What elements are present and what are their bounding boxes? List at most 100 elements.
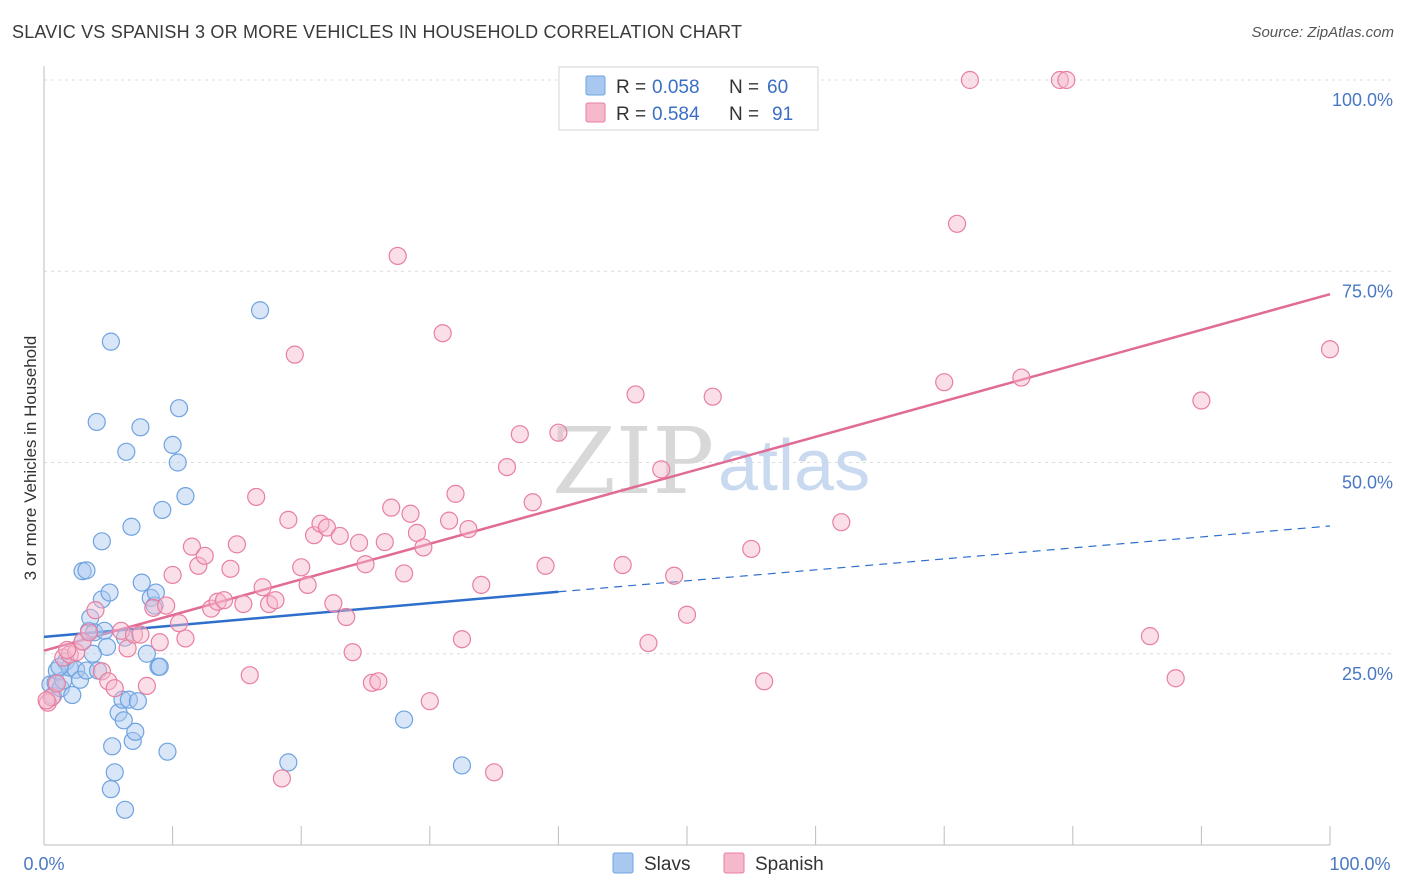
y-tick-label: 50.0% <box>1342 473 1393 493</box>
legend-r-value-spanish: 0.584 <box>652 104 700 125</box>
point-spanish <box>401 504 420 523</box>
point-slavs <box>169 399 189 418</box>
point-spanish <box>947 214 967 233</box>
point-spanish <box>510 425 529 444</box>
point-slavs <box>132 573 151 592</box>
point-spanish <box>1192 391 1211 410</box>
point-spanish <box>234 594 253 614</box>
point-spanish <box>665 566 684 585</box>
point-spanish <box>549 423 568 442</box>
point-slavs <box>452 756 472 775</box>
point-slavs <box>117 442 136 461</box>
point-spanish <box>272 769 292 788</box>
point-spanish <box>1140 627 1160 646</box>
point-spanish <box>208 592 227 611</box>
point-slavs <box>103 737 122 756</box>
bottom-legend-label-spanish: Spanish <box>755 854 824 875</box>
point-spanish <box>652 460 671 479</box>
source-label: Source: ZipAtlas.com <box>1251 24 1394 41</box>
point-slavs <box>101 780 120 799</box>
bottom-legend-label-slavs: Slavs <box>644 854 690 875</box>
point-spanish <box>446 484 465 503</box>
point-spanish <box>497 457 517 477</box>
watermark-atlas: atlas <box>718 426 870 506</box>
point-slavs <box>77 561 96 580</box>
point-slavs <box>128 692 147 711</box>
legend-n-value-spanish: 91 <box>772 104 793 125</box>
point-spanish <box>99 672 118 691</box>
legend-r-value-slavs: 0.058 <box>652 77 700 98</box>
bottom-legend-swatch-spanish <box>723 852 745 874</box>
trend-line-extension-slavs <box>558 525 1331 593</box>
bottom-legend-swatch-slavs <box>612 852 634 874</box>
point-spanish <box>163 565 182 585</box>
point-slavs <box>87 412 106 432</box>
top-legend: R = 0.058 N = 60 R = 0.584 N = 91 <box>558 66 819 131</box>
point-slavs <box>168 453 187 472</box>
point-spanish <box>202 599 221 618</box>
legend-n-label-spanish: N = <box>729 104 759 125</box>
point-spanish <box>536 556 555 575</box>
point-spanish <box>298 575 317 595</box>
point-spanish <box>247 487 266 507</box>
point-spanish <box>37 691 56 710</box>
point-slavs <box>92 532 111 551</box>
point-slavs <box>100 583 119 602</box>
point-spanish <box>356 555 375 574</box>
point-spanish <box>214 591 234 610</box>
point-spanish <box>420 692 439 711</box>
legend-swatch-spanish <box>585 102 606 123</box>
point-slavs <box>105 763 124 782</box>
point-spanish <box>677 605 697 624</box>
point-spanish <box>182 537 201 556</box>
point-spanish <box>382 498 401 517</box>
point-spanish <box>330 526 349 546</box>
point-spanish <box>343 643 362 662</box>
point-slavs <box>279 753 298 772</box>
point-spanish <box>414 538 433 557</box>
point-spanish <box>1012 368 1031 387</box>
trend-line-spanish <box>43 292 1331 652</box>
point-spanish <box>42 688 61 707</box>
legend-n-label-slavs: N = <box>729 77 759 98</box>
point-spanish <box>472 575 491 595</box>
point-spanish <box>157 596 176 615</box>
point-spanish <box>459 519 478 539</box>
point-spanish <box>47 674 66 693</box>
point-slavs <box>153 500 172 520</box>
point-spanish <box>137 676 156 695</box>
point-spanish <box>375 532 394 552</box>
point-slavs <box>137 644 156 663</box>
point-spanish <box>79 623 99 642</box>
x-tick-label-100: 100.0% <box>1329 854 1390 874</box>
point-spanish <box>626 385 645 404</box>
point-spanish <box>73 632 92 651</box>
point-spanish <box>1320 340 1340 359</box>
point-spanish <box>317 518 337 537</box>
point-slavs <box>95 621 114 640</box>
point-spanish <box>742 539 761 559</box>
point-slavs <box>115 800 135 819</box>
point-spanish <box>337 607 356 627</box>
trend-lines <box>43 292 1331 652</box>
point-spanish <box>523 493 542 512</box>
point-spanish <box>105 679 124 698</box>
grid-lines <box>44 79 1395 655</box>
point-spanish <box>369 672 388 691</box>
point-spanish <box>832 513 851 532</box>
legend-n-value-slavs: 60 <box>767 77 788 98</box>
point-slavs <box>163 435 182 455</box>
point-spanish <box>362 673 382 692</box>
y-tick-label: 100.0% <box>1332 90 1393 110</box>
point-spanish <box>279 510 298 529</box>
point-slavs <box>126 722 145 741</box>
point-spanish <box>388 246 407 266</box>
point-slavs <box>70 670 90 689</box>
point-slavs <box>119 690 138 709</box>
tick-labels: 0.0% 100.0% 25.0% 50.0% 75.0% 100.0% <box>23 90 1393 874</box>
point-slavs <box>122 517 141 536</box>
point-spanish <box>1050 70 1070 90</box>
point-spanish <box>92 662 111 681</box>
point-spanish <box>935 373 954 392</box>
